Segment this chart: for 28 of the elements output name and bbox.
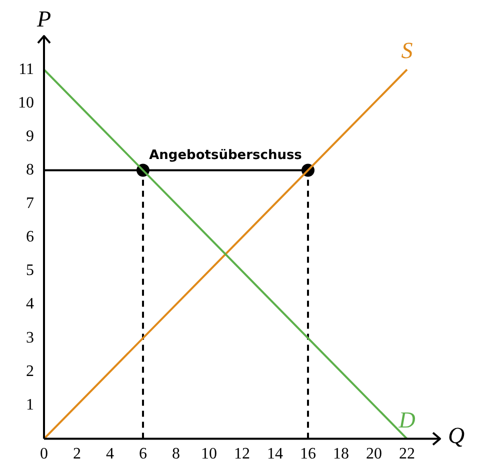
- y-tick-label: 3: [26, 329, 34, 346]
- y-tick-label: 5: [26, 262, 34, 280]
- x-tick-label: 18: [333, 446, 349, 463]
- annotation: Angebotsüberschuss: [149, 148, 302, 164]
- y-tick-label: 1: [26, 396, 34, 414]
- x-axis-title: Q: [448, 422, 465, 448]
- x-tick-label: 20: [366, 446, 382, 463]
- x-tick-label: 14: [267, 446, 283, 463]
- y-axis-title: P: [36, 6, 52, 32]
- y-tick-label: 8: [26, 161, 34, 178]
- series-label: D: [398, 407, 416, 432]
- y-tick-label: 2: [26, 362, 34, 380]
- y-tick-label: 6: [26, 228, 34, 246]
- x-tick-label: 2: [73, 446, 81, 463]
- y-tick-label: 11: [18, 60, 34, 78]
- x-tick-label: 12: [234, 446, 250, 463]
- y-tick-label: 7: [26, 195, 34, 212]
- x-tick-label: 0: [40, 446, 48, 463]
- x-tick-label: 8: [172, 446, 180, 463]
- series-label: S: [401, 38, 414, 64]
- y-tick-label: 4: [26, 296, 34, 313]
- x-tick-label: 10: [201, 446, 217, 463]
- x-tick-label: 16: [300, 446, 316, 463]
- y-tick-label: 10: [18, 94, 34, 112]
- y-tick-label: 9: [26, 128, 34, 145]
- x-tick-label: 6: [139, 446, 147, 463]
- x-tick-label: 4: [106, 446, 114, 463]
- x-tick-label: 22: [399, 446, 415, 463]
